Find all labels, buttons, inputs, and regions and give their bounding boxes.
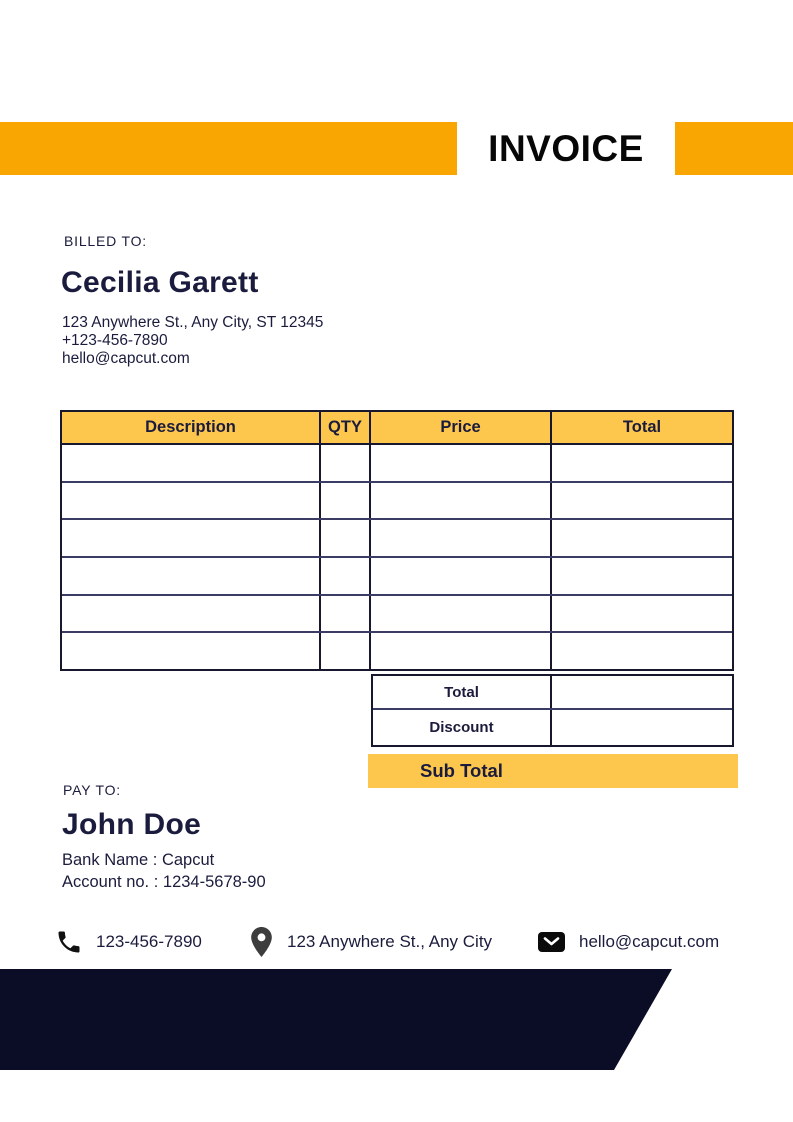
table-cell [62, 520, 321, 557]
contact-address: 123 Anywhere St., Any City [287, 932, 493, 951]
invoice-title: INVOICE [488, 127, 644, 169]
discount-row: Discount [373, 710, 732, 745]
subtotal-label: Sub Total [420, 760, 503, 781]
table-header-row: Description QTY Price Total [62, 412, 732, 445]
table-cell [552, 558, 732, 594]
pay-to-label: PAY TO: [63, 782, 121, 798]
footer-band [0, 969, 672, 1070]
table-cell [62, 445, 321, 481]
pay-to-bank-name: Bank Name : Capcut [62, 851, 215, 869]
table-row [62, 520, 732, 559]
billed-to-address: 123 Anywhere St., Any City, ST 12345 [62, 314, 324, 331]
discount-value-cell [552, 710, 732, 745]
column-header-total: Total [622, 418, 662, 436]
table-cell [552, 633, 732, 669]
subtotal-band: Sub Total [368, 754, 738, 788]
billed-to-email: hello@capcut.com [62, 350, 190, 368]
table-row [62, 482, 732, 521]
envelope-icon [538, 932, 565, 952]
contact-phone: 123-456-7890 [96, 932, 202, 951]
table-cell [552, 483, 732, 519]
total-label: Total [373, 676, 552, 708]
table-cell [62, 595, 321, 632]
total-value-cell [552, 676, 732, 708]
billed-to-phone: +123-456-7890 [62, 332, 168, 350]
invoice-table: Description QTY Price Total [60, 410, 734, 671]
table-row [62, 595, 732, 634]
phone-icon [58, 931, 80, 953]
summary-table: Total Discount [371, 674, 734, 747]
table-row [62, 558, 732, 596]
table-cell [371, 633, 552, 670]
contact-email-group: hello@capcut.com [537, 922, 719, 962]
contact-phone-group: 123-456-7890 [55, 922, 202, 962]
header-bar-left [0, 122, 457, 175]
location-pin-icon [251, 926, 272, 957]
table-cell [321, 595, 371, 632]
contact-email: hello@capcut.com [579, 932, 720, 951]
table-row [62, 445, 732, 483]
table-cell [552, 520, 732, 556]
table-cell [371, 482, 552, 519]
pay-to-details: Bank Name : Capcut Account no. : 1234-56… [62, 850, 266, 893]
table-row [62, 633, 732, 670]
table-cell [321, 633, 371, 670]
table-body [62, 445, 732, 670]
billed-to-label: BILLED TO: [64, 233, 147, 249]
table-cell [371, 520, 552, 557]
table-cell [371, 595, 552, 632]
discount-label: Discount [373, 710, 552, 745]
table-cell [371, 558, 552, 594]
table-cell [62, 482, 321, 519]
header-bar-right [675, 122, 793, 175]
total-row: Total [373, 676, 732, 710]
pay-to-name: John Doe [62, 808, 202, 841]
contact-address-group: 123 Anywhere St., Any City [249, 922, 492, 962]
table-cell [321, 445, 371, 481]
table-cell [321, 558, 371, 594]
table-cell [371, 445, 552, 481]
billed-to-details: 123 Anywhere St., Any City, ST 12345 +12… [62, 314, 323, 369]
table-cell [552, 596, 732, 632]
billed-to-name: Cecilia Garett [61, 266, 259, 299]
column-header-price: Price [371, 412, 552, 443]
table-cell [62, 633, 321, 670]
column-header-description: Description [62, 412, 321, 443]
header-band: INVOICE [0, 122, 793, 175]
table-cell [321, 520, 371, 557]
table-cell [552, 445, 732, 481]
column-header-qty: QTY [321, 412, 371, 443]
table-cell [321, 482, 371, 519]
table-cell [62, 558, 321, 594]
pay-to-account-no: Account no. : 1234-5678-90 [62, 872, 266, 891]
